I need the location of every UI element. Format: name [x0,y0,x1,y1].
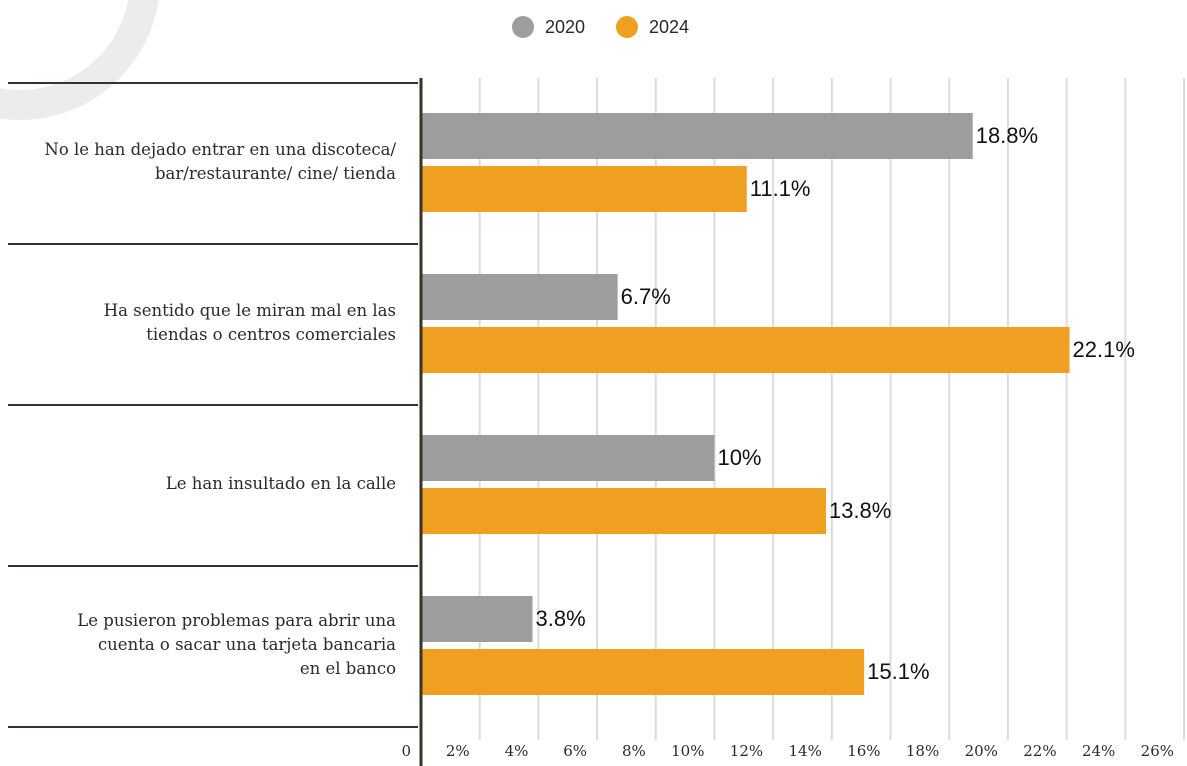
category-label: No le han dejado entrar en una discoteca… [44,139,396,183]
value-label: 6.7% [621,284,671,309]
x-tick-label: 24% [1082,742,1115,760]
x-tick-label: 8% [622,742,646,760]
bar [421,596,533,642]
legend-marker [512,16,534,38]
bar [421,113,973,159]
x-tick-label: 2% [446,742,470,760]
value-label: 10% [717,445,761,470]
x-tick-label: 26% [1141,742,1174,760]
bar [421,274,618,320]
x-tick-label: 0 [401,742,411,760]
value-label: 3.8% [536,606,586,631]
value-label: 18.8% [976,123,1038,148]
value-label: 22.1% [1073,337,1135,362]
x-tick-label: 18% [906,742,939,760]
bar [421,649,865,695]
x-tick-label: 14% [789,742,822,760]
legend-label: 2020 [545,17,585,37]
value-label: 11.1% [750,176,811,201]
decoration [0,0,159,120]
bar [421,435,715,481]
category-label: Le han insultado en la calle [165,473,396,493]
x-tick-label: 22% [1023,742,1056,760]
value-label: 15.1% [867,659,929,684]
value-label: 13.8% [829,498,891,523]
legend-marker [616,16,638,38]
bar [421,166,747,212]
bar [421,488,826,534]
x-tick-label: 10% [671,742,704,760]
x-tick-label: 16% [847,742,880,760]
x-tick-label: 20% [965,742,998,760]
x-tick-label: 6% [563,742,587,760]
x-tick-label: 4% [505,742,529,760]
category-label: Ha sentido que le miran mal en las tiend… [103,300,396,344]
x-tick-label: 12% [730,742,763,760]
legend-label: 2024 [649,17,689,37]
category-label: Le pusieron problemas para abrir una cue… [77,610,396,678]
bar [421,327,1070,373]
